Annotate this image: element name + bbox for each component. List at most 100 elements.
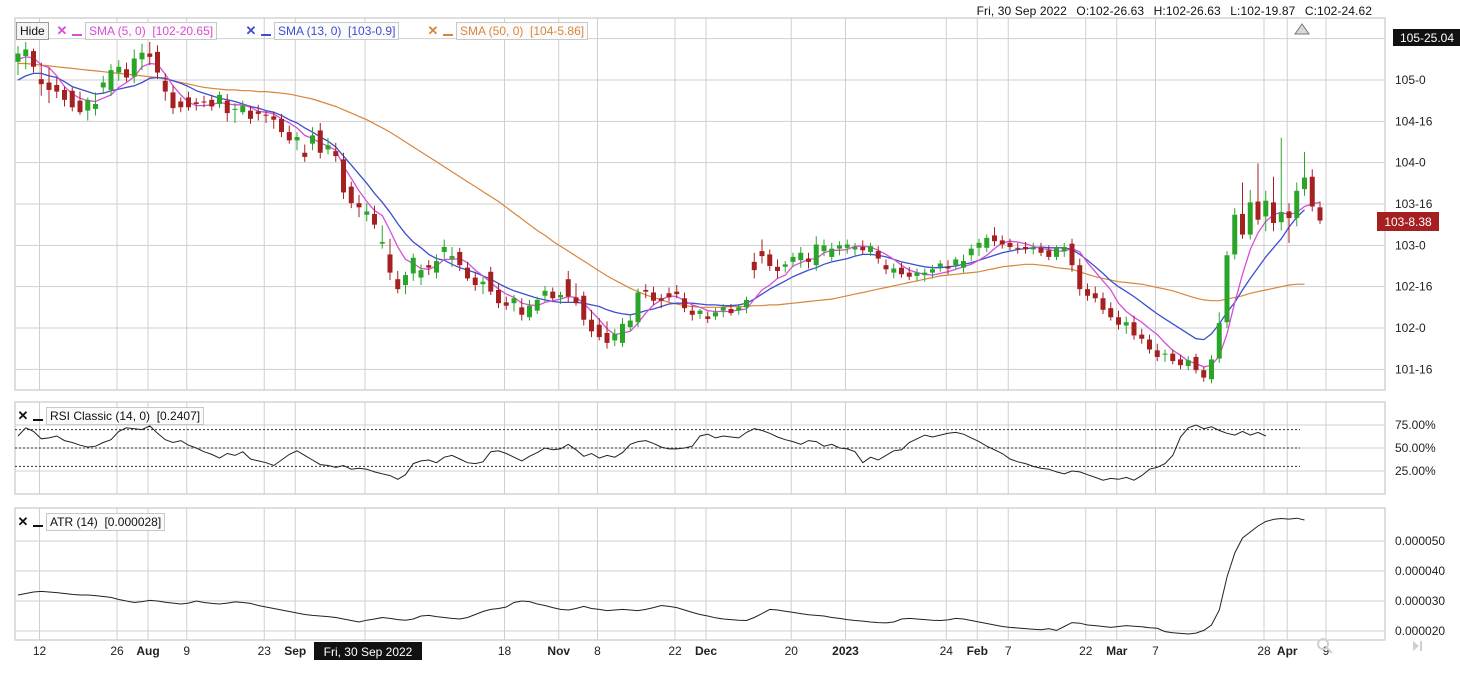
candle-down[interactable] [465, 267, 470, 279]
candle-down[interactable] [248, 110, 253, 119]
candle-up[interactable] [108, 70, 114, 90]
candle-up[interactable] [984, 237, 990, 248]
candle-down[interactable] [348, 186, 354, 204]
candle-down[interactable] [1178, 359, 1183, 366]
candle-up[interactable] [868, 246, 873, 252]
candle-down[interactable] [488, 271, 494, 292]
sma13-minimize-icon[interactable] [260, 23, 272, 39]
candle-down[interactable] [387, 254, 393, 273]
candle-up[interactable] [534, 299, 540, 311]
candle-down[interactable] [472, 277, 478, 286]
candle-up[interactable] [976, 242, 982, 248]
candle-down[interactable] [550, 291, 556, 299]
candle-up[interactable] [1263, 200, 1269, 217]
candle-up[interactable] [837, 245, 842, 249]
candle-down[interactable] [775, 266, 780, 271]
candle-down[interactable] [124, 69, 129, 78]
candle-up[interactable] [527, 305, 532, 318]
candle-down[interactable] [496, 289, 501, 304]
candle-up[interactable] [1209, 359, 1214, 380]
candle-up[interactable] [93, 103, 98, 109]
rsi-minimize-icon[interactable] [32, 408, 44, 424]
candle-up[interactable] [713, 312, 718, 317]
candle-up[interactable] [798, 252, 804, 261]
candle-down[interactable] [674, 291, 680, 295]
candle-down[interactable] [201, 101, 207, 103]
candle-down[interactable] [1154, 350, 1160, 357]
candle-down[interactable] [1271, 202, 1276, 224]
candle-down[interactable] [395, 279, 401, 290]
candle-down[interactable] [682, 298, 687, 309]
candle-down[interactable] [147, 53, 153, 57]
candle-down[interactable] [317, 130, 323, 153]
candle-down[interactable] [860, 246, 866, 251]
candle-up[interactable] [1302, 177, 1307, 190]
candle-up[interactable] [379, 242, 385, 244]
candle-up[interactable] [116, 66, 122, 73]
sma13-legend-box[interactable]: SMA (13, 0) [103-0.9] [274, 22, 400, 40]
candle-up[interactable] [1216, 323, 1222, 359]
candle-up[interactable] [720, 307, 726, 311]
candle-down[interactable] [193, 102, 199, 104]
candle-up[interactable] [1224, 255, 1230, 323]
sma5-close-icon[interactable]: ✕ [56, 23, 68, 38]
candle-down[interactable] [906, 272, 912, 277]
scroll-up-icon[interactable] [1294, 23, 1310, 35]
zoom-icon[interactable] [1317, 638, 1329, 650]
candle-up[interactable] [23, 49, 29, 57]
candle-down[interactable] [899, 267, 904, 275]
candle-up[interactable] [930, 269, 935, 273]
candle-up[interactable] [1294, 190, 1300, 219]
candle-down[interactable] [38, 79, 44, 85]
candle-down[interactable] [1286, 211, 1292, 219]
sma5-legend-box[interactable]: SMA (5, 0) [102-20.65] [85, 22, 218, 40]
candle-up[interactable] [937, 263, 943, 267]
candle-up[interactable] [480, 281, 486, 285]
candle-up[interactable] [627, 320, 633, 328]
candle-down[interactable] [643, 289, 649, 292]
candle-up[interactable] [100, 82, 106, 88]
candle-up[interactable] [635, 292, 641, 323]
candle-down[interactable] [1046, 250, 1052, 257]
candle-down[interactable] [1077, 265, 1083, 290]
candle-down[interactable] [255, 111, 261, 114]
candle-down[interactable] [356, 203, 362, 208]
candle-up[interactable] [1061, 246, 1067, 252]
candle-up[interactable] [961, 261, 966, 268]
candle-up[interactable] [844, 244, 850, 248]
candle-down[interactable] [604, 332, 610, 343]
candle-down[interactable] [341, 159, 346, 193]
candle-up[interactable] [922, 272, 928, 276]
candle-up[interactable] [821, 245, 827, 252]
atr-legend-box[interactable]: ATR (14) [0.000028] [46, 513, 166, 531]
candle-down[interactable] [155, 51, 160, 73]
candle-up[interactable] [449, 256, 455, 259]
candle-up[interactable] [325, 145, 331, 150]
candle-down[interactable] [519, 307, 525, 315]
sma50-minimize-icon[interactable] [442, 23, 454, 39]
candle-down[interactable] [759, 251, 765, 257]
candle-down[interactable] [1201, 370, 1207, 378]
candle-up[interactable] [217, 94, 222, 104]
candle-up[interactable] [403, 275, 408, 286]
candle-up[interactable] [744, 299, 749, 308]
candle-up[interactable] [310, 135, 315, 144]
atr-minimize-icon[interactable] [32, 514, 44, 530]
candle-down[interactable] [883, 265, 889, 270]
candle-up[interactable] [15, 53, 21, 62]
candle-up[interactable] [131, 58, 137, 77]
candle-down[interactable] [1255, 201, 1261, 220]
candle-down[interactable] [1116, 317, 1121, 325]
candle-down[interactable] [426, 265, 432, 268]
candle-up[interactable] [1232, 214, 1238, 255]
candle-up[interactable] [852, 246, 858, 250]
sma50-legend-box[interactable]: SMA (50, 0) [104-5.86] [456, 22, 589, 40]
candle-up[interactable] [232, 108, 238, 110]
sma5-minimize-icon[interactable] [71, 23, 83, 39]
candle-up[interactable] [914, 272, 920, 276]
candle-up[interactable] [1278, 212, 1284, 223]
candle-up[interactable] [620, 323, 625, 343]
candle-up[interactable] [418, 270, 424, 278]
candle-down[interactable] [573, 297, 579, 304]
candle-down[interactable] [186, 97, 191, 108]
